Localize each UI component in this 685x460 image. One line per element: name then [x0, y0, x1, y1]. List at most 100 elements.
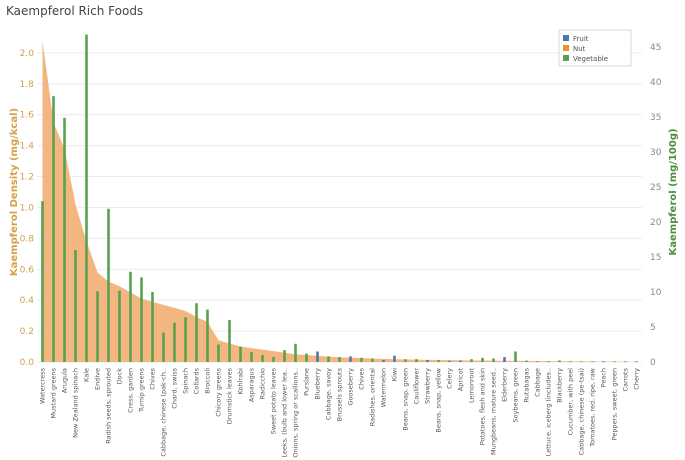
bar — [602, 361, 605, 363]
x-tick-label: Kiwi — [391, 368, 399, 381]
bar — [261, 355, 264, 362]
left-tick-label: 1.8 — [20, 80, 35, 90]
bar — [140, 277, 143, 362]
x-tick-label: Cauliflower — [413, 368, 421, 405]
x-tick-label: Chives — [358, 367, 366, 389]
bar — [624, 361, 627, 363]
x-tick-label: Gooseberry — [347, 368, 355, 406]
bar — [151, 292, 154, 362]
bar — [470, 359, 473, 362]
x-tick-label: Cabbage — [534, 368, 542, 397]
bar — [481, 357, 484, 362]
x-tick-label: Beans, snap, green — [402, 368, 410, 431]
right-tick-label: 25 — [650, 183, 661, 193]
right-tick-label: 20 — [650, 218, 662, 228]
x-tick-label: Blueberry — [314, 368, 322, 400]
x-tick-label: Asparagus — [248, 367, 256, 402]
x-tick-label: Mustard greens — [50, 367, 58, 418]
right-tick-label: 10 — [650, 288, 662, 298]
bar — [371, 358, 374, 362]
x-tick-label: Cucumber, with peel — [567, 368, 575, 436]
chart-title: Kaempferol Rich Foods — [6, 4, 144, 18]
bar — [283, 350, 286, 362]
x-tick-label: Sweet potato leaves — [270, 367, 278, 434]
bar — [239, 346, 242, 362]
bar — [558, 360, 561, 362]
bar — [536, 361, 539, 363]
legend-box — [558, 29, 632, 67]
x-tick-label: Lemonroot — [468, 368, 476, 403]
x-tick-label: Brussels sprouts — [336, 367, 344, 421]
x-tick-label: Apricot — [457, 368, 465, 392]
legend-label: Fruit — [573, 35, 589, 43]
left-tick-label: 0.2 — [20, 327, 34, 337]
x-tick-label: Onions, spring or scallions.. — [292, 368, 300, 458]
x-tick-label: Blackberry — [556, 368, 564, 403]
bar — [63, 117, 66, 362]
x-tick-label: Kohlrabi — [237, 368, 245, 395]
x-tick-label: Lettuce, iceberg (includes.. — [545, 368, 553, 456]
bar — [360, 357, 363, 362]
bar — [162, 332, 165, 362]
legend-swatch — [563, 35, 569, 41]
left-axis-label: Kaempferol Density (mg/kcal) — [9, 108, 20, 276]
right-tick-label: 0 — [650, 358, 656, 368]
left-tick-label: 1.4 — [20, 142, 35, 152]
bar — [250, 352, 253, 362]
bar — [426, 359, 429, 362]
x-tick-label: Drumstick leaves — [226, 367, 234, 424]
bar — [85, 34, 88, 363]
bar — [118, 290, 121, 362]
bar — [184, 317, 187, 362]
right-tick-label: 35 — [650, 113, 661, 123]
bar — [272, 357, 275, 362]
left-tick-label: 2.0 — [20, 49, 35, 59]
legend-label: Vegetable — [573, 55, 608, 63]
bar — [437, 359, 440, 362]
bar — [294, 343, 297, 362]
x-tick-label: Elderberry — [501, 368, 509, 402]
bar — [393, 355, 396, 362]
bar — [514, 351, 517, 362]
x-tick-label: Cabbage, chinese (pak-ch.. — [160, 368, 168, 457]
x-tick-label: Radicchio — [259, 368, 267, 399]
x-tick-label: Chicory greens — [215, 367, 223, 416]
left-tick-label: 0.0 — [20, 358, 35, 368]
x-tick-label: Potatoes, flesh and skin — [479, 368, 487, 445]
left-tick-label: 1.6 — [20, 111, 35, 121]
bar — [569, 361, 572, 363]
bar — [129, 271, 132, 362]
bar — [316, 351, 319, 362]
bar — [41, 201, 44, 362]
bar — [459, 360, 462, 362]
bar — [404, 359, 407, 362]
bar — [448, 360, 451, 362]
x-tick-label: Spinach — [182, 368, 190, 394]
x-tick-label: Broccoli — [204, 368, 212, 394]
bar — [327, 356, 330, 362]
right-tick-label: 40 — [650, 78, 662, 88]
x-tick-label: Radishes, oriental — [369, 368, 377, 426]
bar — [107, 208, 110, 362]
x-tick-label: Chives — [149, 367, 157, 389]
bar — [195, 303, 198, 362]
x-tick-label: Leeks, (bulb and lower lea.. — [281, 368, 289, 458]
bar — [96, 291, 99, 362]
x-tick-label: Chard, swiss — [171, 367, 179, 408]
bar — [547, 361, 550, 363]
bar — [206, 309, 209, 362]
x-tick-label: Mungbeans, mature seed.. — [490, 368, 498, 455]
bar — [74, 250, 77, 362]
bar — [338, 357, 341, 362]
x-tick-label: Soybeans, green — [512, 368, 520, 422]
right-tick-label: 30 — [650, 148, 662, 158]
legend-label: Nut — [573, 45, 586, 53]
x-tick-label: Dock — [116, 368, 124, 385]
right-tick-label: 45 — [650, 43, 661, 53]
left-tick-label: 0.6 — [20, 265, 35, 275]
x-tick-label: Turnip greens — [138, 367, 146, 413]
left-tick-label: 1.2 — [20, 173, 34, 183]
x-tick-label: Cabbage, chinese (pe-tsai) — [578, 368, 586, 455]
